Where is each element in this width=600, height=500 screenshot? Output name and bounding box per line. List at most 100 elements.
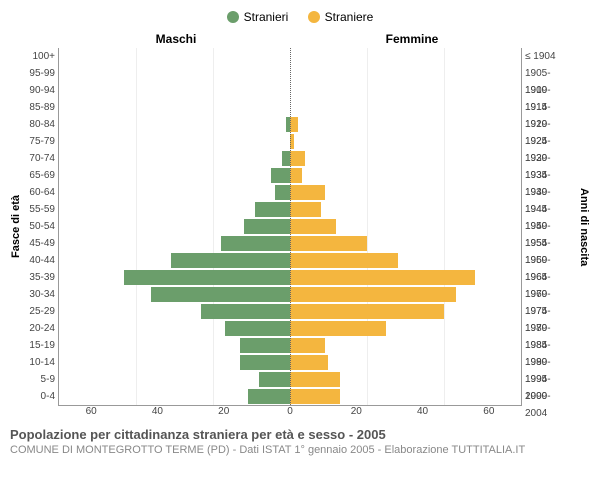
age-tick: 95-99 bbox=[26, 65, 58, 82]
bar-female bbox=[290, 253, 398, 268]
age-tick: 80-84 bbox=[26, 116, 58, 133]
bar-male bbox=[255, 202, 290, 217]
birth-tick: 1925-1929 bbox=[522, 133, 574, 150]
bar-male bbox=[221, 236, 290, 251]
bar-male bbox=[244, 219, 290, 234]
age-tick: 85-89 bbox=[26, 99, 58, 116]
x-tick: 20 bbox=[191, 406, 257, 417]
bar-male bbox=[282, 151, 290, 166]
age-tick: 30-34 bbox=[26, 286, 58, 303]
birth-tick: 2000-2004 bbox=[522, 388, 574, 405]
x-tick: 40 bbox=[124, 406, 190, 417]
y-axis-left-label: Fasce di età bbox=[10, 48, 26, 406]
legend-item-male: Stranieri bbox=[227, 10, 289, 24]
age-tick: 25-29 bbox=[26, 303, 58, 320]
x-tick: 60 bbox=[456, 406, 522, 417]
birth-tick: 1955-1959 bbox=[522, 235, 574, 252]
birth-tick: 1935-1939 bbox=[522, 167, 574, 184]
bar-male bbox=[240, 355, 290, 370]
plot bbox=[58, 48, 522, 406]
birth-tick: 1985-1989 bbox=[522, 337, 574, 354]
birth-tick: 1920-1924 bbox=[522, 116, 574, 133]
birth-tick: 1960-1964 bbox=[522, 252, 574, 269]
age-tick: 100+ bbox=[26, 48, 58, 65]
birth-tick: 1915-1919 bbox=[522, 99, 574, 116]
birth-tick: 1995-1999 bbox=[522, 371, 574, 388]
age-ticks: 100+95-9990-9485-8980-8475-7970-7465-696… bbox=[26, 48, 58, 406]
column-headers: Maschi Femmine bbox=[10, 32, 590, 46]
birth-tick: 1980-1984 bbox=[522, 320, 574, 337]
bar-female bbox=[290, 151, 305, 166]
x-tick: 60 bbox=[58, 406, 124, 417]
birth-tick: 1940-1944 bbox=[522, 184, 574, 201]
age-tick: 40-44 bbox=[26, 252, 58, 269]
birth-tick: 1950-1954 bbox=[522, 218, 574, 235]
birth-tick: ≤ 1904 bbox=[522, 48, 574, 65]
age-tick: 75-79 bbox=[26, 133, 58, 150]
bar-male bbox=[225, 321, 290, 336]
birth-tick: 1990-1994 bbox=[522, 354, 574, 371]
bar-female bbox=[290, 321, 386, 336]
x-tick: 0 bbox=[257, 406, 323, 417]
x-tick: 20 bbox=[323, 406, 389, 417]
age-tick: 60-64 bbox=[26, 184, 58, 201]
bar-female bbox=[290, 287, 456, 302]
center-line bbox=[290, 48, 291, 405]
bar-male bbox=[240, 338, 290, 353]
bar-male bbox=[259, 372, 290, 387]
bar-female bbox=[290, 168, 302, 183]
legend-label-male: Stranieri bbox=[244, 10, 289, 24]
chart-area: Fasce di età 100+95-9990-9485-8980-8475-… bbox=[10, 48, 590, 406]
y-axis-right-label: Anni di nascita bbox=[574, 48, 590, 406]
bar-male bbox=[271, 168, 290, 183]
age-tick: 55-59 bbox=[26, 201, 58, 218]
legend: Stranieri Straniere bbox=[10, 10, 590, 26]
legend-swatch-female bbox=[308, 11, 320, 23]
bar-male bbox=[201, 304, 290, 319]
x-tick: 40 bbox=[389, 406, 455, 417]
age-tick: 5-9 bbox=[26, 371, 58, 388]
bar-female bbox=[290, 202, 321, 217]
bar-male bbox=[275, 185, 290, 200]
age-tick: 35-39 bbox=[26, 269, 58, 286]
age-tick: 20-24 bbox=[26, 320, 58, 337]
birth-year-ticks: ≤ 19041905-19091910-19141915-19191920-19… bbox=[522, 48, 574, 406]
birth-tick: 1965-1969 bbox=[522, 269, 574, 286]
age-tick: 50-54 bbox=[26, 218, 58, 235]
bar-female bbox=[290, 117, 298, 132]
birth-tick: 1905-1909 bbox=[522, 65, 574, 82]
header-female: Femmine bbox=[294, 32, 530, 46]
bar-female bbox=[290, 185, 325, 200]
age-tick: 45-49 bbox=[26, 235, 58, 252]
birth-tick: 1975-1979 bbox=[522, 303, 574, 320]
x-ticks: 6040200204060 bbox=[58, 406, 522, 417]
bar-female bbox=[290, 219, 336, 234]
birth-tick: 1910-1914 bbox=[522, 82, 574, 99]
legend-item-female: Straniere bbox=[308, 10, 374, 24]
age-tick: 65-69 bbox=[26, 167, 58, 184]
age-tick: 0-4 bbox=[26, 388, 58, 405]
chart-caption: Popolazione per cittadinanza straniera p… bbox=[10, 427, 590, 442]
bar-female bbox=[290, 389, 340, 404]
birth-tick: 1945-1949 bbox=[522, 201, 574, 218]
bar-female bbox=[290, 304, 444, 319]
bar-female bbox=[290, 270, 475, 285]
x-axis: 6040200204060 bbox=[10, 406, 590, 417]
age-tick: 10-14 bbox=[26, 354, 58, 371]
age-tick: 15-19 bbox=[26, 337, 58, 354]
bar-male bbox=[124, 270, 290, 285]
birth-tick: 1970-1974 bbox=[522, 286, 574, 303]
bar-female bbox=[290, 338, 325, 353]
birth-tick: 1930-1934 bbox=[522, 150, 574, 167]
bar-male bbox=[248, 389, 290, 404]
chart-subcaption: COMUNE DI MONTEGROTTO TERME (PD) - Dati … bbox=[10, 444, 590, 456]
bar-female bbox=[290, 372, 340, 387]
header-male: Maschi bbox=[58, 32, 294, 46]
bar-male bbox=[151, 287, 290, 302]
legend-label-female: Straniere bbox=[325, 10, 374, 24]
age-tick: 70-74 bbox=[26, 150, 58, 167]
bar-female bbox=[290, 355, 328, 370]
legend-swatch-male bbox=[227, 11, 239, 23]
age-tick: 90-94 bbox=[26, 82, 58, 99]
bar-female bbox=[290, 236, 367, 251]
